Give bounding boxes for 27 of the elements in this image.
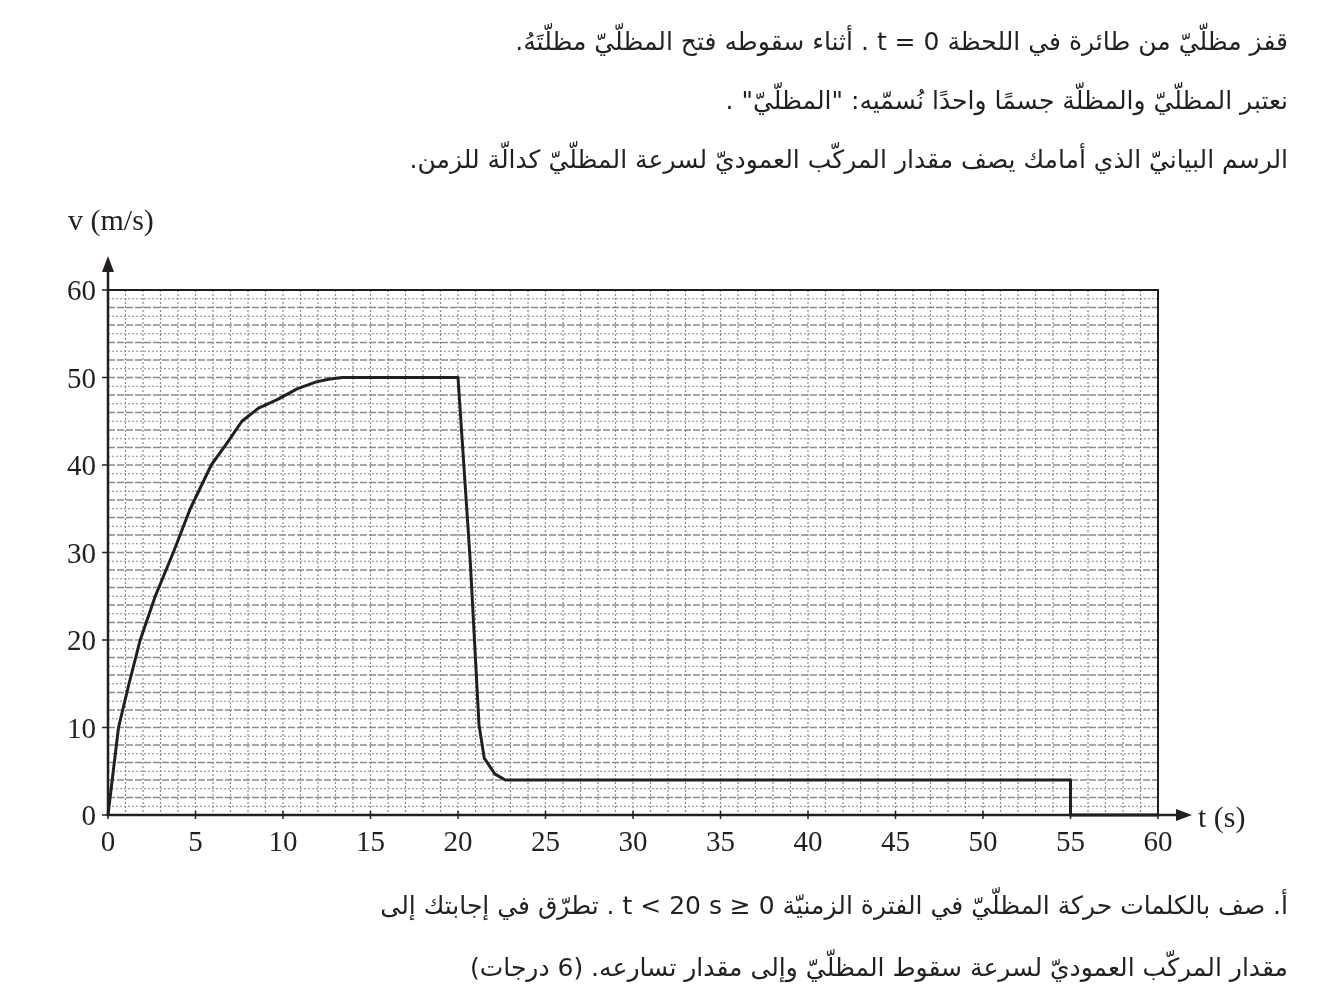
text: مقدار المركّب العموديّ لسرعة سقوط المظلّيّ وإلى مقدار تسارعه. (6 درجات) <box>470 948 1288 983</box>
x-tick-label: 50 <box>968 825 998 857</box>
y-tick-label: 0 <box>81 799 96 831</box>
x-tick-label: 15 <box>356 825 385 857</box>
x-tick-label: 40 <box>793 825 823 857</box>
y-tick-label: 30 <box>67 536 96 569</box>
text: أ. صف بالكلمات حركة المظلّيّ في الفترة الزمنيّة 0 ≤ t < 20 s . تطرّق في إجابتك إلى <box>380 886 1288 921</box>
y-tick-label: 50 <box>67 361 96 394</box>
x-tick-label: 5 <box>188 825 203 857</box>
x-tick-label: 10 <box>268 825 298 857</box>
y-tick-label: 40 <box>67 449 96 481</box>
x-tick-label: 45 <box>881 825 910 857</box>
x-tick-label: 30 <box>618 825 648 857</box>
y-tick-label: 10 <box>67 711 96 744</box>
chart-subtitle: نعتبر المظلّيّ والمظلّة جسمًا واحدًا نُسمّيه: "المظلّيّ" . <box>725 81 1288 116</box>
y-tick-label: 60 <box>67 274 96 306</box>
chart-title: قفز مظلّيّ من طائرة في اللحظة t = 0 . أثناء سقوطه فتح المظلّيّ مظلّتَهُ. <box>515 22 1288 57</box>
x-tick-label: 60 <box>1143 825 1173 857</box>
x-axis-title: t (s) <box>1198 800 1246 834</box>
x-tick-label: 35 <box>706 825 735 857</box>
x-tick-label: 20 <box>443 825 473 857</box>
y-tick-label: 20 <box>67 624 96 656</box>
x-tick-label: 25 <box>531 825 560 857</box>
x-tick-label: 0 <box>100 825 116 857</box>
text: الرسم البيانيّ الذي أمامك يصف مقدار المركّب العموديّ لسرعة المظلّيّ كدالّة للزمن. <box>409 140 1288 175</box>
x-tick-label: 55 <box>1056 825 1085 857</box>
y-axis-title: v (m/s) <box>68 203 154 237</box>
